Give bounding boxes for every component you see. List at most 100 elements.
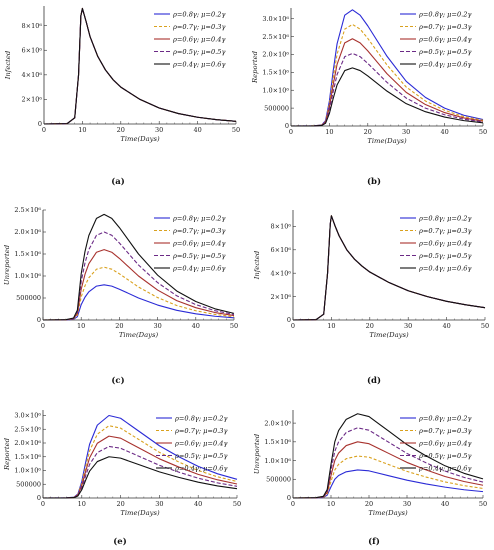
legend-label-4: ρ=0.5γ; μ=0.5γ bbox=[418, 452, 471, 460]
x-tick-label: 20 bbox=[115, 322, 123, 330]
legend-label-1: ρ=0.8γ; μ=0.2γ bbox=[418, 10, 471, 18]
legend-label-3: ρ=0.6γ; μ=0.4γ bbox=[174, 439, 227, 447]
x-tick-label: 30 bbox=[402, 128, 410, 136]
panel-caption: (d) bbox=[367, 375, 381, 386]
legend: ρ=0.8γ; μ=0.2γ ρ=0.7γ; μ=0.3γ ρ=0.6γ; μ=0.… bbox=[400, 214, 471, 272]
legend-label-5: ρ=0.4γ; μ=0.6γ bbox=[418, 464, 471, 472]
series-line-5 bbox=[290, 67, 484, 127]
y-tick-label: 1.0×10⁶ bbox=[262, 86, 289, 94]
y-tick-label: 2.0×10⁶ bbox=[262, 51, 289, 59]
y-tick-label: 1.5×10⁶ bbox=[264, 438, 291, 446]
x-tick-label: 40 bbox=[440, 128, 448, 136]
x-tick-label: 40 bbox=[194, 500, 202, 508]
x-tick-label: 50 bbox=[233, 500, 241, 508]
x-tick-label: 20 bbox=[366, 322, 374, 330]
x-axis-label: Time(Days) bbox=[367, 137, 407, 145]
series-line-1 bbox=[290, 9, 484, 127]
y-tick-label: 0 bbox=[287, 494, 291, 502]
series-line-5 bbox=[292, 215, 486, 321]
series-line-5 bbox=[42, 456, 238, 499]
legend-label-1: ρ=0.8γ; μ=0.2γ bbox=[172, 214, 225, 222]
x-tick-label: 0 bbox=[291, 322, 295, 330]
y-tick-label: 0 bbox=[38, 120, 42, 128]
panel-caption: (c) bbox=[111, 375, 124, 386]
x-tick-label: 0 bbox=[41, 322, 45, 330]
x-axis-label: Time(Days) bbox=[120, 509, 160, 517]
legend-label-4: ρ=0.5γ; μ=0.5γ bbox=[174, 452, 227, 460]
legend-label-3: ρ=0.6γ; μ=0.4γ bbox=[418, 239, 471, 247]
panel-e: 0 10 20 30 40 50 0 500000 1.0×10⁶ 1.5×10⁶ 2.0×10⁶ 2… bbox=[3, 410, 241, 547]
y-tick-label: 2×10⁶ bbox=[271, 293, 292, 301]
legend-label-3: ρ=0.6γ; μ=0.4γ bbox=[418, 439, 471, 447]
panel-d: 0 10 20 30 40 50 0 2×10⁶ 4×10⁶ 6×10⁶ 8×10⁶ Time(Day… bbox=[253, 210, 489, 386]
x-tick-label: 20 bbox=[117, 126, 125, 134]
x-axis-label: Time(Days) bbox=[120, 135, 160, 143]
legend-label-1: ρ=0.8γ; μ=0.2γ bbox=[174, 414, 227, 422]
y-tick-label: 6×10⁶ bbox=[271, 246, 292, 254]
legend-label-4: ρ=0.5γ; μ=0.5γ bbox=[172, 48, 225, 56]
x-tick-label: 20 bbox=[116, 500, 124, 508]
y-tick-label: 2.5×10⁶ bbox=[14, 206, 41, 214]
legend-label-5: ρ=0.4γ; μ=0.6γ bbox=[418, 264, 471, 272]
legend-label-5: ρ=0.4γ; μ=0.6γ bbox=[172, 60, 225, 68]
y-axis-label: Infected bbox=[253, 250, 261, 280]
legend: ρ=0.8γ; μ=0.2γ ρ=0.7γ; μ=0.3γ ρ=0.6γ; μ=0.… bbox=[400, 414, 471, 472]
y-tick-label: 8×10⁶ bbox=[22, 22, 43, 30]
legend-label-2: ρ=0.7γ; μ=0.3γ bbox=[172, 227, 225, 235]
x-tick-label: 40 bbox=[442, 322, 450, 330]
panel-caption: (b) bbox=[367, 176, 381, 187]
series-line-4 bbox=[42, 231, 235, 321]
y-tick-label: 2.0×10⁶ bbox=[14, 439, 41, 447]
legend: ρ=0.8γ; μ=0.2γ ρ=0.7γ; μ=0.3γ ρ=0.6γ; μ=0.… bbox=[154, 10, 225, 68]
y-tick-label: 0 bbox=[287, 316, 291, 324]
y-tick-label: 8×10⁶ bbox=[271, 223, 292, 231]
series-line-3 bbox=[290, 38, 484, 127]
legend-label-3: ρ=0.6γ; μ=0.4γ bbox=[172, 35, 225, 43]
y-tick-label: 1.0×10⁶ bbox=[264, 457, 291, 465]
series-line-5 bbox=[292, 413, 484, 499]
y-axis-label: Unreported bbox=[3, 244, 11, 285]
legend-label-1: ρ=0.8γ; μ=0.2γ bbox=[418, 214, 471, 222]
panel-b: 0 10 20 30 40 50 0 500000 1.0×10⁶ 1.5×10⁶ 2.0×10⁶ 2… bbox=[251, 8, 487, 187]
legend-label-5: ρ=0.4γ; μ=0.6γ bbox=[174, 464, 227, 472]
legend: ρ=0.8γ; μ=0.2γ ρ=0.7γ; μ=0.3γ ρ=0.6γ; μ=0.… bbox=[154, 214, 225, 272]
y-axis-label: Infected bbox=[4, 50, 12, 80]
x-tick-label: 10 bbox=[78, 126, 86, 134]
legend-label-2: ρ=0.7γ; μ=0.3γ bbox=[418, 427, 471, 435]
series-line-5 bbox=[42, 213, 235, 321]
y-tick-label: 2.0×10⁶ bbox=[14, 228, 41, 236]
y-tick-label: 0 bbox=[285, 122, 289, 130]
y-axis-label: Reported bbox=[251, 50, 259, 84]
x-tick-label: 40 bbox=[193, 126, 201, 134]
y-tick-label: 500000 bbox=[266, 475, 291, 483]
y-axis-label: Reported bbox=[3, 437, 11, 471]
y-tick-label: 1.0×10⁶ bbox=[14, 467, 41, 475]
x-tick-label: 0 bbox=[291, 500, 295, 508]
x-tick-label: 30 bbox=[155, 500, 163, 508]
legend-label-3: ρ=0.6γ; μ=0.4γ bbox=[172, 239, 225, 247]
x-tick-label: 50 bbox=[479, 128, 487, 136]
legend-label-4: ρ=0.5γ; μ=0.5γ bbox=[418, 48, 471, 56]
x-tick-label: 10 bbox=[78, 500, 86, 508]
legend-label-1: ρ=0.8γ; μ=0.2γ bbox=[418, 414, 471, 422]
legend: ρ=0.8γ; μ=0.2γ ρ=0.7γ; μ=0.3γ ρ=0.6γ; μ=0.… bbox=[400, 10, 471, 68]
y-tick-label: 1.5×10⁶ bbox=[14, 250, 41, 258]
x-tick-label: 30 bbox=[404, 322, 412, 330]
x-tick-label: 40 bbox=[441, 500, 449, 508]
legend-label-2: ρ=0.7γ; μ=0.3γ bbox=[418, 227, 471, 235]
x-tick-label: 40 bbox=[192, 322, 200, 330]
y-tick-label: 500000 bbox=[264, 104, 289, 112]
x-tick-label: 30 bbox=[403, 500, 411, 508]
series-line-1 bbox=[292, 469, 484, 499]
y-tick-label: 2.5×10⁶ bbox=[14, 425, 41, 433]
x-tick-label: 10 bbox=[327, 322, 335, 330]
x-tick-label: 0 bbox=[289, 128, 293, 136]
series-line-3 bbox=[42, 249, 235, 321]
y-tick-label: 0 bbox=[37, 316, 41, 324]
x-tick-label: 20 bbox=[364, 128, 372, 136]
y-tick-label: 1.5×10⁶ bbox=[14, 453, 41, 461]
panel-caption: (a) bbox=[111, 176, 125, 187]
y-tick-label: 500000 bbox=[16, 294, 41, 302]
panel-a: 0 10 20 30 40 50 0 2×10⁶ 4×10⁶ 6×10⁶ 8×10⁶ Time(Day… bbox=[4, 6, 240, 187]
